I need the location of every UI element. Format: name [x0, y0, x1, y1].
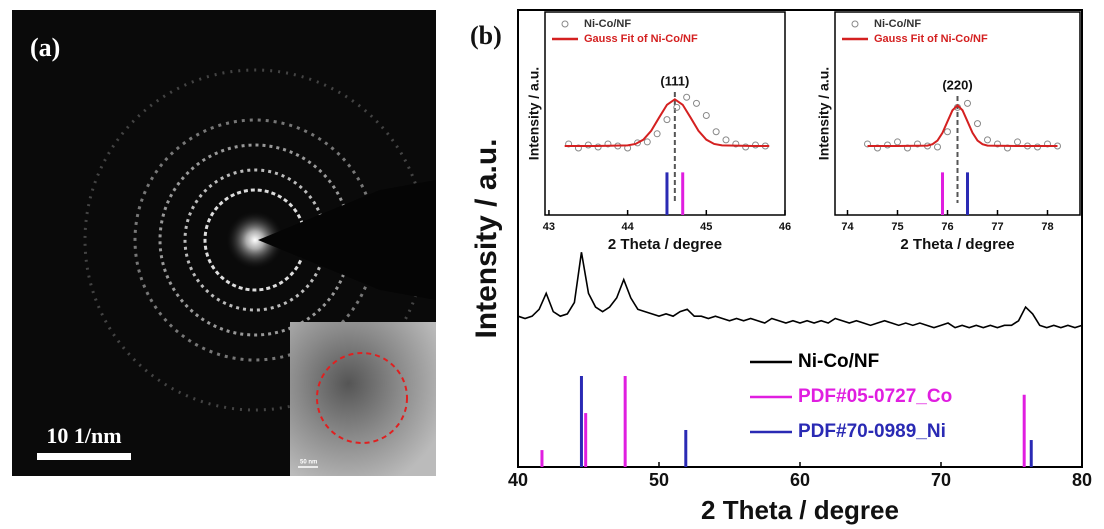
- plot-frame: [834, 11, 1081, 216]
- x-tick-label: 40: [508, 470, 528, 490]
- data-point: [633, 139, 641, 147]
- x-tick-label: 45: [700, 221, 712, 233]
- data-point: [1014, 138, 1021, 146]
- x-tick-label: 77: [991, 221, 1003, 233]
- data-point: [663, 116, 671, 124]
- data-point: [732, 140, 740, 148]
- legend-marker: [561, 20, 569, 28]
- legend-label: Ni-Co/NF: [798, 351, 879, 372]
- y-axis-title: Intensity / a.u.: [816, 67, 832, 160]
- data-point: [683, 93, 691, 101]
- peak-annotation: (220): [942, 77, 972, 92]
- data-point: [653, 130, 661, 138]
- data-point: [964, 99, 971, 107]
- data-point: [944, 128, 951, 136]
- x-tick-label: 43: [543, 221, 555, 233]
- peak-annotation: (111): [660, 73, 689, 88]
- central-spot: [225, 210, 285, 270]
- diffraction-image: 50 nm (a) 10 1/nm: [12, 10, 436, 476]
- panel-label: (a): [30, 33, 60, 62]
- x-tick-label: 50: [649, 470, 669, 490]
- legend-label: PDF#70-0989_Ni: [798, 421, 946, 442]
- tem-inset: [290, 322, 436, 476]
- x-tick-label: 80: [1072, 470, 1092, 490]
- beam-stop: [258, 180, 436, 300]
- data-point: [604, 140, 612, 148]
- x-tick-label: 74: [841, 221, 854, 233]
- data-point: [673, 103, 681, 111]
- x-tick-label: 76: [941, 221, 953, 233]
- x-axis-title: 2 Theta / degree: [900, 236, 1014, 253]
- x-tick-label: 60: [790, 470, 810, 490]
- x-tick-label: 44: [621, 221, 634, 233]
- data-point: [594, 143, 602, 151]
- x-tick-label: 70: [931, 470, 951, 490]
- selected-area: [316, 352, 408, 444]
- x-tick-label: 46: [779, 221, 791, 233]
- plot-frame: [544, 11, 786, 216]
- y-axis-title: Intensity / a.u.: [526, 67, 542, 160]
- legend-label: Ni-Co/NF: [584, 18, 631, 30]
- scale-bar-label: 10 1/nm: [46, 423, 121, 448]
- data-point: [712, 128, 720, 136]
- x-tick-label: 75: [891, 221, 903, 233]
- data-point: [702, 112, 710, 120]
- panel-label: (b): [470, 21, 502, 50]
- data-point: [994, 140, 1001, 148]
- x-axis-title: 2 Theta / degree: [701, 495, 899, 525]
- legend-label: Ni-Co/NF: [874, 18, 921, 30]
- data-point: [751, 141, 759, 149]
- data-point: [984, 136, 991, 144]
- data-point: [742, 143, 750, 151]
- data-line: [867, 103, 1058, 147]
- legend-marker: [851, 20, 859, 28]
- data-line: [564, 98, 770, 147]
- data-point: [974, 120, 981, 128]
- data-point: [643, 138, 651, 146]
- data-point: [914, 140, 921, 148]
- data-point: [692, 99, 700, 107]
- data-point: [894, 138, 901, 146]
- x-tick-label: 78: [1041, 221, 1053, 233]
- data-point: [722, 136, 730, 144]
- data-point: [934, 143, 941, 151]
- data-point: [584, 141, 592, 149]
- legend-label: Gauss Fit of Ni-Co/NF: [584, 33, 698, 45]
- legend-label: Gauss Fit of Ni-Co/NF: [874, 33, 988, 45]
- legend-label: PDF#05-0727_Co: [798, 386, 952, 407]
- inset-scale: 50 nm: [300, 460, 317, 466]
- data-point: [884, 141, 891, 149]
- x-axis-title: 2 Theta / degree: [608, 236, 722, 253]
- data-point: [1034, 143, 1041, 151]
- y-axis-title: Intensity / a.u.: [470, 138, 503, 338]
- data-line: [517, 252, 1083, 329]
- scale-bar: [37, 453, 131, 460]
